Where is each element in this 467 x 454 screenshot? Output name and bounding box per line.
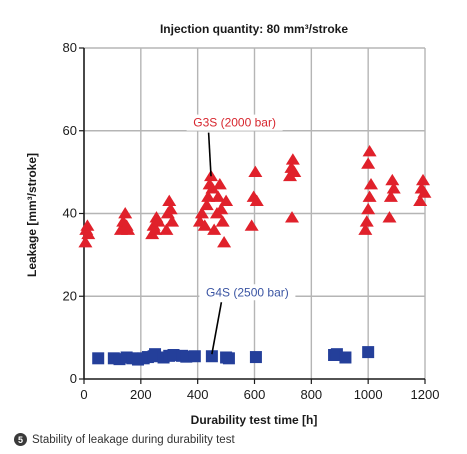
x-tick-label-1: 200: [130, 387, 152, 402]
annotation-bg-1: [199, 284, 296, 301]
series-0-point-57: [416, 173, 431, 186]
series-0-point-27: [207, 223, 222, 235]
series-0-point-47: [362, 190, 377, 202]
series-0-point-48: [364, 178, 379, 190]
series-0-point-22: [199, 198, 214, 211]
y-tick-label-3: 60: [63, 123, 77, 138]
series-0-point-49: [361, 157, 376, 169]
series-0-point-54: [386, 182, 401, 194]
y-tick-label-0: 0: [70, 371, 77, 386]
series-0-point-46: [361, 202, 376, 215]
annotation-leader-0: [207, 132, 212, 177]
series-1-point-15: [188, 350, 201, 363]
y-tick-label-1: 20: [63, 288, 77, 303]
series-0-point-32: [215, 215, 230, 227]
leakage-chart: 0 200 400 600 800 1000 1200 0 20 40 60 80 Injection …: [25, 22, 440, 427]
series-1-point-22: [339, 351, 352, 364]
series-0-point-23: [201, 190, 216, 202]
series-0-point-3: [81, 227, 96, 240]
series-0-point-42: [287, 165, 302, 177]
series-0-point-34: [219, 194, 234, 206]
series-0-point-18: [165, 215, 180, 227]
series-1-point-18: [222, 352, 235, 365]
y-tick-label-2: 40: [63, 206, 77, 221]
annotation-bg-0: [186, 114, 283, 131]
series-0-point-30: [212, 178, 227, 190]
series-0-point-17: [163, 202, 178, 215]
series-0-point-16: [162, 194, 177, 206]
y-axis-label: Leakage [mm³/stroke]: [25, 153, 39, 277]
series-0-point-55: [413, 194, 428, 206]
series-0-point-38: [249, 194, 264, 206]
series-0-point-0: [78, 235, 93, 248]
series-0-point-58: [417, 186, 432, 198]
x-tick-label-3: 600: [244, 387, 266, 402]
series-0-point-44: [358, 223, 373, 235]
series-0-point-35: [244, 219, 259, 231]
series-0-point-37: [248, 165, 263, 177]
x-tick-label-0: 0: [80, 387, 87, 402]
series-1-point-23: [362, 346, 375, 359]
x-axis-label: Durability test time [h]: [191, 413, 318, 427]
x-tick-label-5: 1000: [354, 387, 383, 402]
series-0-point-21: [197, 219, 212, 231]
series-0-point-26: [205, 182, 220, 194]
series-0-point-50: [362, 144, 377, 157]
series-1-point-19: [249, 351, 262, 364]
series-0-point-41: [285, 153, 300, 165]
x-tick-label-4: 800: [300, 387, 322, 402]
series-1-point-16: [205, 350, 218, 363]
series-0-point-31: [214, 202, 229, 215]
series-0-point-11: [148, 223, 163, 235]
series-0-point-20: [194, 207, 209, 219]
caption-text: Stability of leakage during durability t…: [32, 433, 235, 446]
chart-title: Injection quantity: 80 mm³/stroke: [160, 22, 348, 36]
series-0-point-43: [285, 211, 300, 223]
y-tick-label-4: 80: [63, 40, 77, 55]
annotation-label-0: G3S (2000 bar): [193, 116, 276, 130]
annotation-leader-1: [211, 302, 223, 355]
series-0-point-51: [382, 211, 397, 223]
series-0-point-6: [118, 207, 133, 219]
series-0-point-33: [217, 235, 232, 248]
series-0-point-2: [80, 219, 95, 231]
figure-caption: 5 Stability of leakage during durability…: [14, 433, 235, 446]
series-0-point-45: [359, 215, 374, 227]
series-0-point-13: [151, 215, 166, 227]
series-1-point-0: [92, 352, 105, 365]
series-0-point-8: [121, 223, 136, 235]
series-0-point-52: [383, 190, 398, 202]
caption-number-badge: 5: [14, 433, 27, 446]
x-tick-label-6: 1200: [411, 387, 440, 402]
x-tick-label-2: 400: [187, 387, 209, 402]
annotation-label-1: G4S (2500 bar): [206, 285, 289, 299]
series-0-point-53: [385, 173, 400, 186]
series-0-point-29: [211, 190, 226, 202]
series-0-point-14: [159, 223, 174, 235]
